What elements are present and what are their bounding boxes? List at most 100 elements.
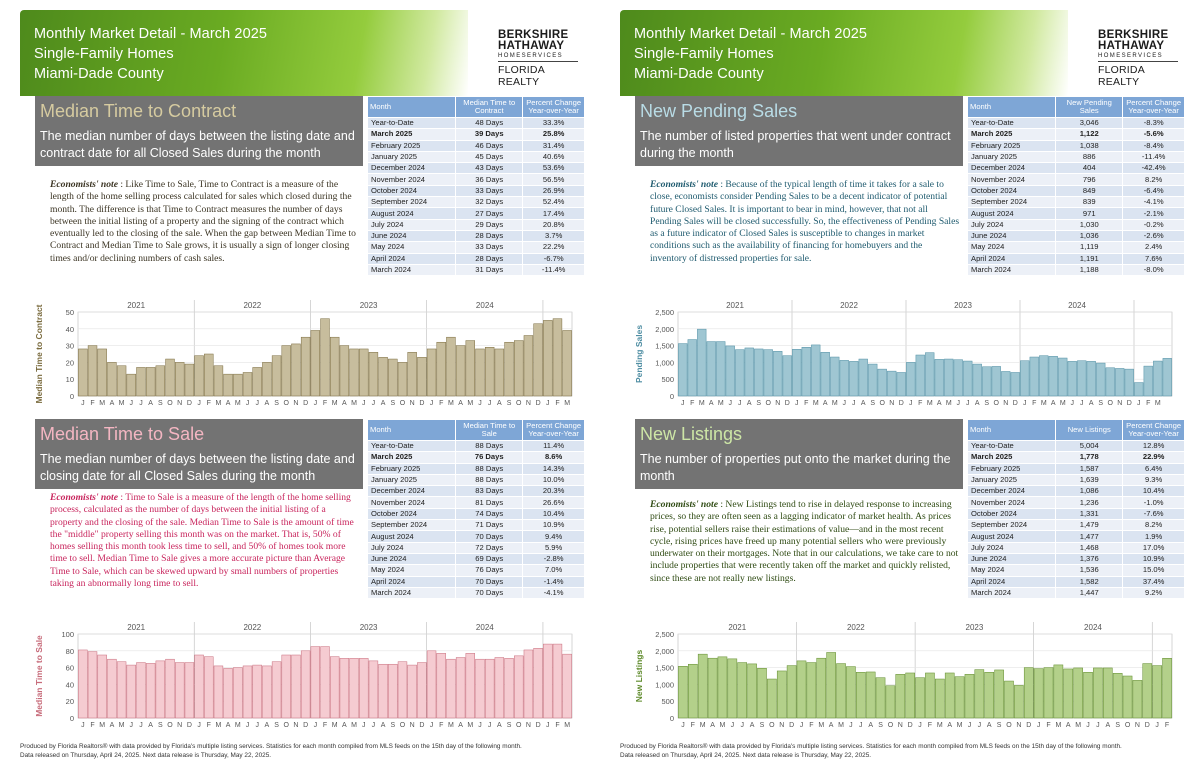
economists-note: Economists' note : Time to Sale is a mea… bbox=[50, 492, 354, 590]
row-month: March 2025 bbox=[966, 451, 1057, 464]
bar bbox=[855, 672, 866, 719]
row-month: September 2024 bbox=[966, 519, 1057, 532]
bar bbox=[455, 345, 466, 397]
bar bbox=[291, 654, 301, 719]
row-change: 6.4% bbox=[1122, 462, 1185, 475]
x-tick-label: J bbox=[731, 722, 735, 729]
x-tick-label: A bbox=[265, 722, 270, 729]
table-row: August 2024 70 Days 9.4% bbox=[366, 530, 585, 543]
bar bbox=[792, 349, 802, 397]
x-tick-label: J bbox=[918, 722, 922, 729]
row-month: February 2025 bbox=[366, 462, 457, 475]
x-tick-label: O bbox=[167, 722, 173, 729]
bar bbox=[368, 352, 379, 397]
bar bbox=[1143, 365, 1153, 397]
bar bbox=[706, 341, 716, 397]
year-label: 2024 bbox=[1084, 623, 1102, 632]
bar bbox=[1029, 356, 1039, 397]
table-row: October 2024 33 Days 26.9% bbox=[366, 184, 585, 198]
bar bbox=[349, 348, 359, 397]
table-row: December 2024 43 Days 53.6% bbox=[366, 162, 585, 175]
y-tick-label: 80 bbox=[66, 647, 74, 656]
bar bbox=[407, 664, 417, 719]
y-tick-label: 40 bbox=[66, 325, 74, 334]
x-tick-label: N bbox=[1117, 400, 1122, 407]
bar bbox=[329, 656, 340, 719]
row-value: 46 Days bbox=[455, 139, 524, 152]
y-tick-label: 1,000 bbox=[655, 680, 674, 689]
bar bbox=[165, 358, 175, 397]
x-tick-label: J bbox=[1023, 400, 1027, 407]
row-change: 14.3% bbox=[522, 462, 585, 475]
x-tick-label: M bbox=[216, 722, 222, 729]
x-tick-label: F bbox=[1146, 400, 1150, 407]
x-tick-label: A bbox=[458, 400, 463, 407]
row-month: April 2024 bbox=[366, 252, 457, 265]
row-change: -4.1% bbox=[522, 586, 585, 600]
x-tick-label: O bbox=[766, 400, 772, 407]
row-change: 52.4% bbox=[522, 196, 585, 209]
row-change: 10.0% bbox=[522, 473, 585, 487]
y-tick-label: 500 bbox=[661, 375, 674, 384]
x-tick-label: M bbox=[351, 722, 357, 729]
row-value: 3,046 bbox=[1055, 116, 1124, 130]
row-month: March 2025 bbox=[366, 128, 457, 141]
row-change: -2.1% bbox=[1122, 207, 1185, 220]
x-tick-label: J bbox=[681, 400, 685, 407]
y-tick-label: 0 bbox=[670, 392, 674, 401]
x-tick-label: D bbox=[1145, 722, 1150, 729]
bar bbox=[816, 657, 827, 719]
bar bbox=[475, 348, 485, 397]
row-change: -4.1% bbox=[1122, 196, 1185, 209]
bar bbox=[1053, 664, 1064, 719]
x-tick-label: J bbox=[1086, 722, 1090, 729]
row-change: -7.6% bbox=[1122, 507, 1185, 521]
row-value: 88 Days bbox=[455, 473, 524, 487]
x-tick-label: M bbox=[119, 400, 125, 407]
x-tick-label: A bbox=[265, 400, 270, 407]
row-value: 70 Days bbox=[455, 586, 524, 600]
table-row: Year-to-Date 48 Days 33.3% bbox=[366, 116, 585, 130]
row-month: March 2024 bbox=[366, 263, 457, 277]
row-month: February 2025 bbox=[966, 139, 1057, 152]
row-value: 28 Days bbox=[455, 229, 524, 243]
bar bbox=[233, 373, 243, 397]
x-tick-label: J bbox=[843, 400, 847, 407]
new-pending-sales-table: Month New Pending Sales Percent Change Y… bbox=[966, 96, 1185, 277]
table-row: June 2024 1,376 10.9% bbox=[966, 552, 1185, 566]
x-tick-label: J bbox=[1080, 400, 1084, 407]
x-tick-label: J bbox=[859, 722, 863, 729]
table-row: July 2024 1,030 -0.2% bbox=[966, 218, 1185, 231]
bar bbox=[291, 343, 301, 397]
x-tick-label: D bbox=[1013, 400, 1018, 407]
bar bbox=[349, 658, 359, 719]
bar bbox=[533, 648, 543, 719]
x-tick-label: S bbox=[158, 400, 163, 407]
row-month: Year-to-Date bbox=[366, 116, 457, 130]
x-tick-label: A bbox=[342, 722, 347, 729]
bar bbox=[1162, 658, 1172, 719]
bar bbox=[562, 653, 572, 719]
x-tick-label: N bbox=[410, 722, 415, 729]
x-tick-label: S bbox=[390, 722, 395, 729]
row-change: 25.8% bbox=[522, 128, 585, 141]
row-change: 10.4% bbox=[522, 507, 585, 521]
bar bbox=[887, 370, 897, 397]
row-value: 1,331 bbox=[1055, 507, 1124, 521]
bar bbox=[107, 658, 117, 719]
y-tick-label: 1,500 bbox=[655, 342, 674, 351]
table-row: April 2024 1,582 37.4% bbox=[966, 575, 1185, 588]
x-tick-label: M bbox=[1055, 722, 1061, 729]
x-tick-label: M bbox=[832, 400, 838, 407]
table-row: April 2024 70 Days -1.4% bbox=[366, 575, 585, 588]
x-tick-label: F bbox=[1046, 722, 1050, 729]
x-tick-label: F bbox=[1032, 400, 1036, 407]
x-tick-label: M bbox=[718, 400, 724, 407]
y-axis-label: Pending Sales bbox=[634, 325, 644, 383]
x-tick-label: J bbox=[372, 400, 376, 407]
bar bbox=[300, 650, 311, 719]
row-change: 56.5% bbox=[522, 173, 585, 186]
x-tick-label: A bbox=[226, 722, 231, 729]
row-value: 45 Days bbox=[455, 150, 524, 164]
x-tick-label: D bbox=[785, 400, 790, 407]
